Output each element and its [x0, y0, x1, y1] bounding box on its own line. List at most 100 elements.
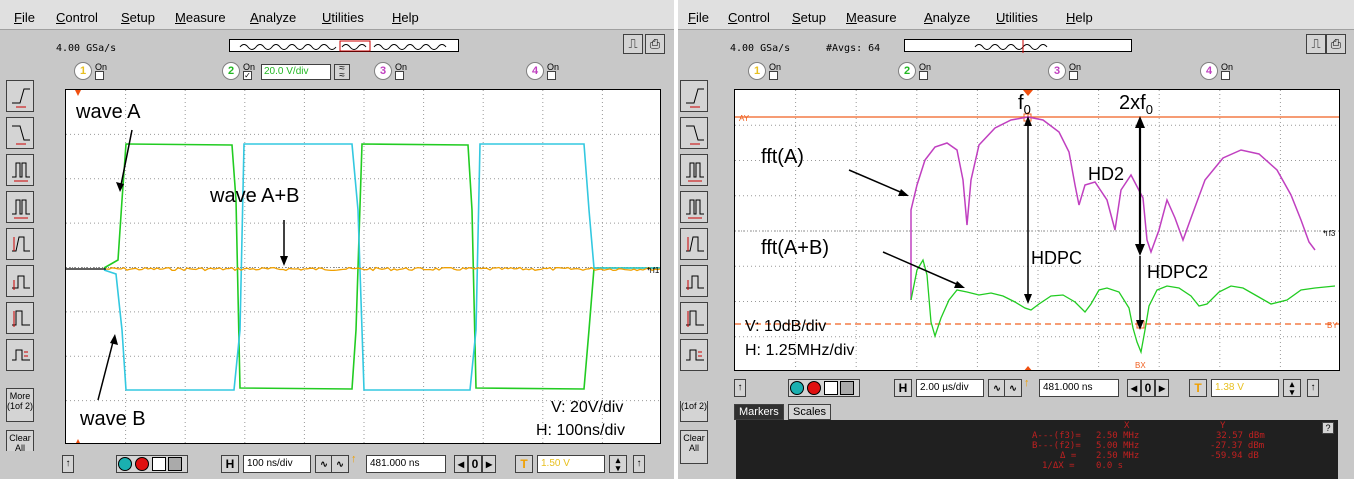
amplitude-button[interactable] [680, 265, 708, 297]
trigger-level-field[interactable]: 1.50 V [537, 455, 605, 473]
run-stop-button[interactable]: ⎍ [623, 34, 643, 54]
menu-control[interactable]: Control [56, 10, 98, 25]
time-div-field[interactable]: 2.00 µs/div [916, 379, 984, 397]
delay-marker-icon: ↑ [351, 453, 357, 465]
pulse-width-button[interactable] [6, 154, 34, 186]
menu-measure[interactable]: Measure [175, 10, 226, 25]
channel-1-checkbox[interactable] [769, 71, 778, 80]
delay-decrease-button[interactable]: ◂ [454, 455, 468, 473]
trigger-t-button[interactable]: T [515, 455, 533, 473]
delay-increase-button[interactable]: ▸ [482, 455, 496, 473]
delay-zero-button[interactable]: 0 [468, 455, 482, 473]
trigger-t-button[interactable]: T [1189, 379, 1207, 397]
trigger-level-spinner[interactable]: ▴ ▾ [609, 455, 627, 473]
label-2xf0-sub: 0 [1145, 102, 1153, 117]
time-div-field[interactable]: 100 ns/div [243, 455, 311, 473]
image-icon[interactable] [823, 381, 838, 395]
trigger-level-spinner[interactable]: ▴ ▾ [1283, 379, 1301, 397]
channel-2-scale-spinner[interactable]: ≈ ≈ [334, 64, 350, 81]
menu-analyze[interactable]: Analyze [924, 10, 971, 25]
menu-measure[interactable]: Measure [846, 10, 897, 25]
label-by: BY [1327, 321, 1338, 330]
menu-utilities[interactable]: Utilities [996, 10, 1038, 25]
channel-4-checkbox[interactable] [1221, 71, 1230, 80]
pulse-period-button[interactable] [680, 191, 708, 223]
delay-zero-button[interactable]: 0 [1141, 379, 1155, 397]
color-grade-icon[interactable] [790, 381, 804, 395]
color-grade-icon[interactable] [118, 457, 132, 471]
menu-setup[interactable]: Setup [792, 10, 826, 25]
waveform-mode-button-2[interactable]: ∿ [1004, 379, 1022, 397]
more-sublabel: (1of 2) [681, 401, 708, 411]
preshoot-button[interactable] [680, 339, 708, 371]
overshoot-button[interactable] [680, 302, 708, 334]
left-scroll-down-button[interactable]: ↑ [633, 455, 645, 473]
printer-icon[interactable] [168, 457, 183, 471]
label-bx: BX [1135, 361, 1146, 370]
overshoot-button[interactable] [6, 302, 34, 334]
channel-3-checkbox[interactable] [395, 71, 404, 80]
menu-help[interactable]: Help [1066, 10, 1093, 25]
right-scroll-up-button[interactable]: ↑ [734, 379, 746, 397]
horizontal-navigator[interactable] [904, 39, 1132, 53]
wave-b-trace [103, 143, 660, 391]
help-button[interactable]: ? [1322, 422, 1334, 434]
marker-a-label: A---(f3)= [1032, 431, 1081, 441]
channel-2-checkbox[interactable]: ✓ [243, 71, 252, 80]
delay-field[interactable]: 481.000 ns [1039, 379, 1119, 397]
clear-all-button[interactable]: Clear All [680, 430, 708, 464]
menu-utilities[interactable]: Utilities [322, 10, 364, 25]
channel-1-checkbox[interactable] [95, 71, 104, 80]
horizontal-navigator[interactable] [229, 39, 459, 52]
channel-4-checkbox[interactable] [547, 71, 556, 80]
horizontal-h-button[interactable]: H [221, 455, 239, 473]
image-icon[interactable] [151, 457, 166, 471]
delay-increase-button[interactable]: ▸ [1155, 379, 1169, 397]
falling-edge-trigger-button[interactable] [680, 117, 708, 149]
menu-analyze[interactable]: Analyze [250, 10, 297, 25]
menu-setup[interactable]: Setup [121, 10, 155, 25]
preshoot-button[interactable] [6, 339, 34, 371]
left-waveform-display[interactable]: ↰f1 wave A wave A+B wave B V: 20V/div H:… [65, 89, 661, 444]
menu-file[interactable]: File [688, 10, 709, 25]
delay-field[interactable]: 481.000 ns [366, 455, 446, 473]
right-fft-display[interactable]: AY BY BX ↰f3 f0 2xf0 fft(A) HD2 fft(A+B)… [734, 89, 1340, 371]
rise-time-button[interactable] [6, 228, 34, 260]
amplitude-button[interactable] [6, 265, 34, 297]
left-scroll-up-button[interactable]: ↑ [62, 455, 74, 473]
right-scroll-down-button[interactable]: ↑ [1307, 379, 1319, 397]
waveform-mode-button[interactable]: ∿ [315, 455, 333, 473]
record-icon[interactable] [806, 381, 821, 395]
rising-edge-trigger-button[interactable] [6, 80, 34, 112]
waveform-mode-button-2[interactable]: ∿ [331, 455, 349, 473]
menu-help[interactable]: Help [392, 10, 419, 25]
channel-2-checkbox[interactable] [919, 71, 928, 80]
falling-edge-trigger-button[interactable] [6, 117, 34, 149]
record-icon[interactable] [134, 457, 149, 471]
menu-file[interactable]: File [14, 10, 35, 25]
channel-1-state: On [769, 62, 782, 72]
print-button[interactable]: ⎙ [645, 34, 665, 54]
rising-edge-trigger-button[interactable] [680, 80, 708, 112]
more-button[interactable]: More(1of 2) [6, 388, 34, 422]
horizontal-h-button[interactable]: H [894, 379, 912, 397]
pulse-width-button[interactable] [680, 154, 708, 186]
menu-control[interactable]: Control [728, 10, 770, 25]
printer-icon[interactable] [840, 381, 855, 395]
tab-markers[interactable]: Markers [734, 404, 784, 420]
pulse-period-button[interactable] [6, 191, 34, 223]
print-button[interactable]: ⎙ [1326, 34, 1346, 54]
right-toolbar-icons[interactable] [788, 379, 860, 397]
channel-3-checkbox[interactable] [1069, 71, 1078, 80]
trigger-level-field[interactable]: 1.38 V [1211, 379, 1279, 397]
delay-decrease-button[interactable]: ◂ [1127, 379, 1141, 397]
run-stop-button[interactable]: ⎍ [1306, 34, 1326, 54]
tab-scales[interactable]: Scales [788, 404, 832, 420]
markers-panel: X Y A---(f3)= 2.50 MHz 32.57 dBm B---(f2… [736, 420, 1338, 479]
rise-time-button[interactable] [680, 228, 708, 260]
arrow-wave-b [97, 337, 115, 401]
marker-inv-label: 1/ΔX = [1042, 461, 1075, 471]
left-toolbar-icons[interactable] [116, 455, 188, 473]
channel-3-badge: 3 [374, 62, 392, 80]
channel-2-scale-field[interactable]: 20.0 V/div [261, 64, 331, 80]
